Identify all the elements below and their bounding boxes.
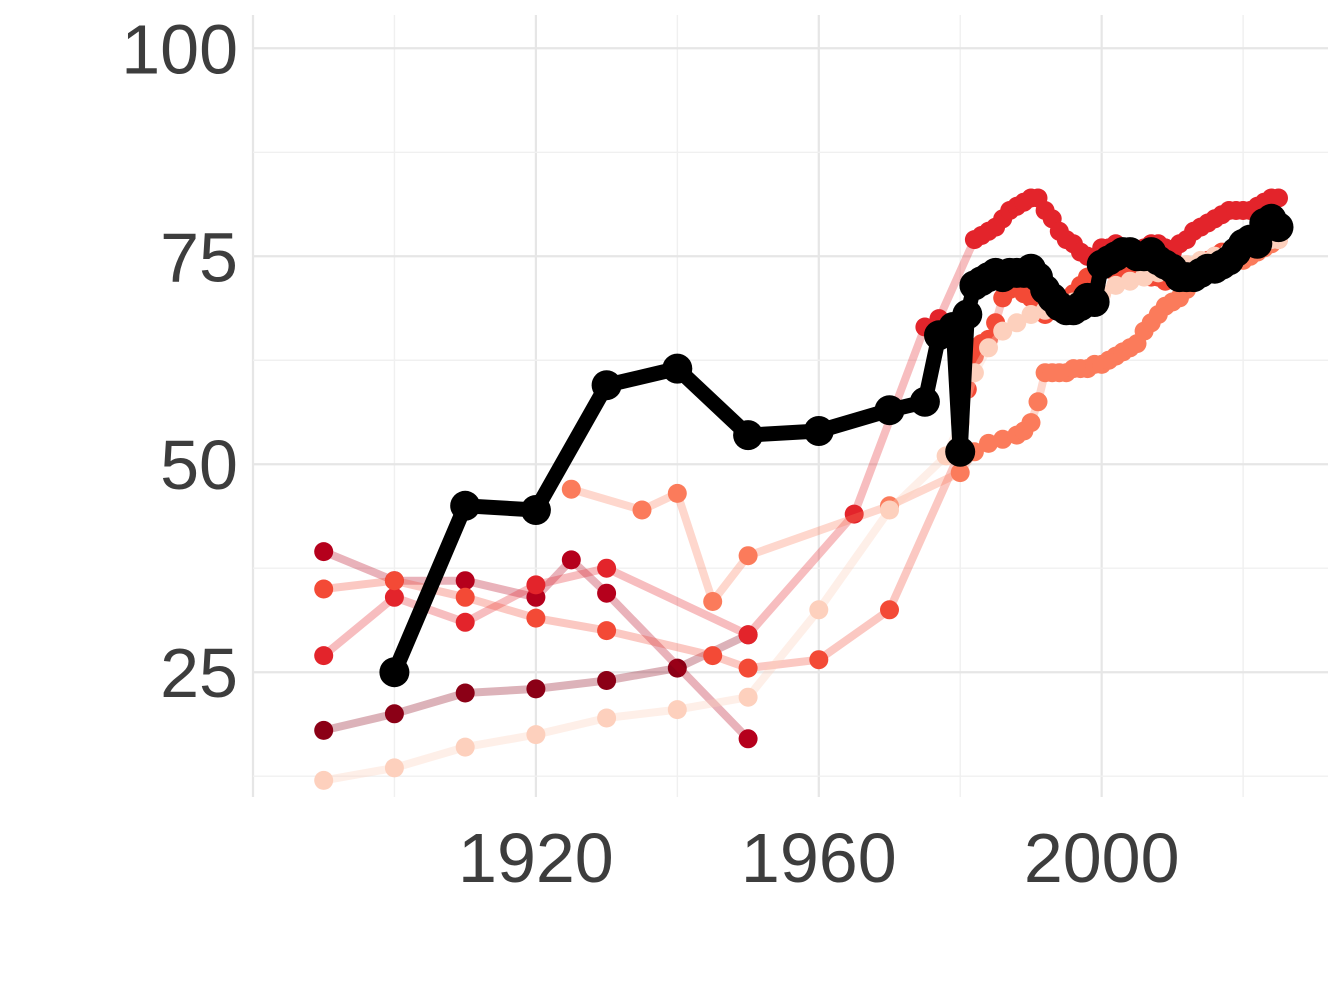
data-point xyxy=(314,579,334,599)
data-point xyxy=(597,708,617,728)
data-point xyxy=(314,646,334,666)
data-point xyxy=(314,720,334,740)
data-point xyxy=(809,600,829,620)
data-point xyxy=(667,700,687,720)
data-point xyxy=(909,386,940,417)
data-point xyxy=(880,600,899,620)
data-point xyxy=(314,770,334,790)
data-point xyxy=(597,558,617,578)
data-point xyxy=(455,571,475,591)
data-point xyxy=(526,679,546,699)
data-point xyxy=(803,416,834,446)
data-point xyxy=(526,575,546,595)
series-layer xyxy=(314,188,1294,790)
data-point xyxy=(597,583,617,603)
data-point xyxy=(384,704,404,724)
data-point xyxy=(1021,413,1041,433)
data-point xyxy=(561,479,581,499)
data-point xyxy=(738,658,758,678)
data-point xyxy=(455,612,475,632)
x-tick-label: 1920 xyxy=(458,819,614,897)
series-0 xyxy=(314,625,758,740)
series-3 xyxy=(314,221,1288,678)
data-point xyxy=(526,725,546,745)
y-tick-label: 75 xyxy=(160,218,238,296)
data-point xyxy=(738,687,758,707)
data-point xyxy=(1079,287,1110,317)
data-point xyxy=(384,758,404,778)
data-point xyxy=(993,321,1013,341)
data-point xyxy=(384,571,404,591)
data-point xyxy=(738,729,758,749)
data-point xyxy=(667,483,687,503)
data-point xyxy=(733,420,764,451)
x-tick-label: 2000 xyxy=(1024,819,1180,897)
data-point xyxy=(455,587,475,607)
data-point xyxy=(738,546,758,566)
data-point xyxy=(844,504,864,524)
y-tick-label: 100 xyxy=(121,10,238,88)
series-line xyxy=(386,211,1286,680)
data-point xyxy=(1263,212,1294,243)
data-point xyxy=(632,500,652,520)
data-point xyxy=(591,370,622,401)
data-point xyxy=(945,436,976,467)
data-point xyxy=(1007,313,1027,333)
data-point xyxy=(880,500,899,520)
data-point xyxy=(667,658,687,678)
data-point xyxy=(703,592,723,611)
data-point xyxy=(738,625,758,645)
data-point xyxy=(450,490,481,521)
series-6 xyxy=(379,203,1294,688)
data-point xyxy=(597,671,617,690)
data-point xyxy=(950,463,970,483)
data-point xyxy=(1028,392,1048,412)
y-tick-label: 50 xyxy=(160,426,238,504)
y-axis: 25 50 75 100 xyxy=(121,10,238,712)
data-point xyxy=(662,353,693,384)
data-point xyxy=(384,587,404,607)
data-point xyxy=(703,646,723,666)
data-point xyxy=(314,542,334,562)
data-point xyxy=(520,495,551,525)
data-point xyxy=(526,608,546,628)
data-point xyxy=(1269,188,1288,208)
x-axis: 1920 1960 2000 xyxy=(458,819,1180,897)
data-point xyxy=(455,737,475,757)
x-tick-label: 1960 xyxy=(741,819,897,897)
data-point xyxy=(379,657,410,688)
data-point xyxy=(979,338,998,358)
data-point xyxy=(561,550,581,570)
y-tick-label: 25 xyxy=(160,634,238,712)
data-point xyxy=(809,650,829,670)
data-point xyxy=(597,621,617,641)
data-point xyxy=(952,299,983,330)
grid xyxy=(251,15,1328,797)
data-point xyxy=(874,395,905,426)
data-point xyxy=(455,683,475,703)
